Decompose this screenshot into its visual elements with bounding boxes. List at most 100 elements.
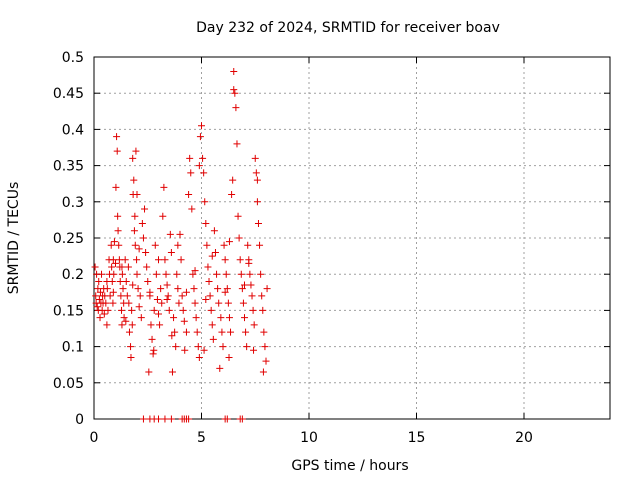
plot-frame xyxy=(93,56,611,420)
data-point xyxy=(186,154,194,162)
data-point xyxy=(132,147,140,155)
data-point-zero xyxy=(139,415,147,423)
data-point xyxy=(225,238,233,246)
data-point xyxy=(122,277,130,285)
data-point xyxy=(118,270,126,278)
data-point xyxy=(251,154,259,162)
data-point xyxy=(222,270,230,278)
data-point xyxy=(228,191,236,199)
data-point xyxy=(134,285,142,293)
data-point xyxy=(155,256,162,264)
data-point-zero xyxy=(167,415,175,423)
data-point xyxy=(131,241,139,249)
y-tick-label: 0.4 xyxy=(62,122,84,138)
data-point xyxy=(130,227,138,235)
data-point xyxy=(230,67,238,75)
data-point xyxy=(95,277,103,285)
data-point xyxy=(116,277,124,285)
data-point xyxy=(152,270,160,278)
data-point xyxy=(192,314,200,322)
data-point xyxy=(130,176,138,184)
y-tick-label: 0.35 xyxy=(53,159,84,175)
data-point xyxy=(190,285,198,293)
data-point xyxy=(221,256,229,264)
data-point xyxy=(125,299,133,307)
data-point xyxy=(95,296,103,304)
data-point xyxy=(128,321,136,329)
data-point xyxy=(232,104,240,112)
data-point xyxy=(194,343,202,351)
data-point-zero xyxy=(185,415,193,423)
data-point xyxy=(181,346,189,354)
data-point xyxy=(199,154,207,162)
data-point xyxy=(258,292,266,300)
data-point xyxy=(144,277,152,285)
data-point xyxy=(148,335,156,343)
data-point xyxy=(131,212,139,220)
data-point xyxy=(138,220,146,228)
data-point xyxy=(180,317,188,325)
y-tick-label: 0.25 xyxy=(53,231,84,247)
data-point xyxy=(220,241,228,249)
data-point xyxy=(127,343,135,351)
data-point xyxy=(252,169,260,177)
data-point xyxy=(235,234,243,242)
data-point xyxy=(236,256,244,264)
data-point xyxy=(185,191,193,199)
data-point xyxy=(115,241,123,249)
y-tick-label: 0.2 xyxy=(62,267,84,283)
data-point xyxy=(239,299,247,307)
data-point xyxy=(173,270,181,278)
data-point xyxy=(118,306,126,314)
data-point xyxy=(187,169,195,177)
data-point xyxy=(142,248,150,256)
data-point xyxy=(243,343,251,351)
data-point xyxy=(213,270,221,278)
data-point xyxy=(155,310,162,318)
data-point xyxy=(208,321,216,329)
data-point xyxy=(179,306,187,314)
data-point xyxy=(114,212,122,220)
data-point xyxy=(208,252,216,260)
data-point xyxy=(205,277,213,285)
data-point xyxy=(189,270,197,278)
data-point xyxy=(256,241,264,249)
data-point xyxy=(110,238,118,246)
data-point xyxy=(223,285,231,293)
data-point xyxy=(143,263,151,271)
data-point xyxy=(166,230,174,238)
data-point xyxy=(150,306,158,314)
data-point xyxy=(100,310,108,318)
data-point xyxy=(133,256,141,264)
data-point xyxy=(202,220,210,228)
data-point-zero xyxy=(161,415,169,423)
data-point xyxy=(217,314,225,322)
data-point xyxy=(176,230,184,238)
data-point xyxy=(129,154,137,162)
data-point xyxy=(109,299,117,307)
data-point xyxy=(250,321,258,329)
data-point xyxy=(202,296,210,304)
data-point xyxy=(260,328,268,336)
data-point xyxy=(224,299,232,307)
data-point xyxy=(204,263,212,271)
data-point xyxy=(227,328,235,336)
data-point xyxy=(210,227,218,235)
data-point xyxy=(193,328,201,336)
data-point xyxy=(225,353,233,361)
data-point xyxy=(188,205,196,213)
data-point xyxy=(135,303,143,311)
data-point xyxy=(96,314,104,322)
data-point xyxy=(162,270,170,278)
data-point xyxy=(262,357,270,365)
data-point xyxy=(103,285,111,293)
data-point xyxy=(244,241,252,249)
data-point xyxy=(136,292,144,300)
y-tick-label: 0.05 xyxy=(53,376,84,392)
data-point xyxy=(113,147,121,155)
data-point xyxy=(177,256,185,264)
data-point xyxy=(103,321,111,329)
data-point xyxy=(104,306,112,314)
